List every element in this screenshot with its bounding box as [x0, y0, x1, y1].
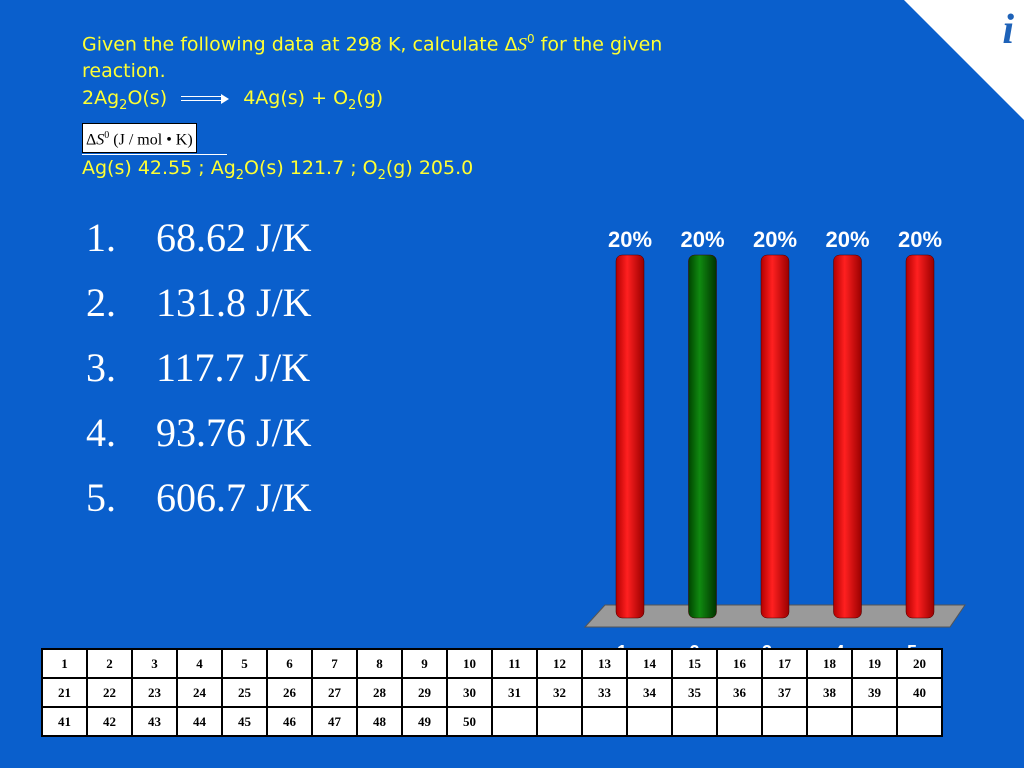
grid-cell: 3 — [131, 648, 178, 679]
grid-cell: 29 — [401, 677, 448, 708]
bar-label-4: 20% — [825, 227, 869, 252]
answer-option-1[interactable]: 1. 68.62 J/K — [86, 215, 312, 260]
grid-cell: 19 — [851, 648, 898, 679]
grid-cell: 28 — [356, 677, 403, 708]
grid-cell: 15 — [671, 648, 718, 679]
answer-option-3[interactable]: 3. 117.7 J/K — [86, 345, 311, 390]
grid-row: 1 2 3 4 5 6 7 8 9 10 11 12 13 14 15 16 17 18 19 20 — [41, 648, 943, 679]
grid-cell — [581, 706, 628, 737]
grid-cell: 31 — [491, 677, 538, 708]
grid-cell: 43 — [131, 706, 178, 737]
bar-label-3: 20% — [753, 227, 797, 252]
grid-cell: 47 — [311, 706, 358, 737]
grid-cell: 50 — [446, 706, 493, 737]
grid-cell: 25 — [221, 677, 268, 708]
reaction-equation: 2Ag2O(s) 4Ag(s) + O2(g) — [82, 87, 384, 114]
grid-row: 41 42 43 44 45 46 47 48 49 50 — [41, 706, 943, 737]
grid-cell: 23 — [131, 677, 178, 708]
grid-cell: 4 — [176, 648, 223, 679]
grid-cell — [491, 706, 538, 737]
grid-cell: 37 — [761, 677, 808, 708]
corner-triangle — [904, 0, 1024, 120]
units-label: ΔS0 (J / mol • K) — [82, 123, 197, 154]
bar-4 — [833, 254, 862, 619]
grid-cell: 2 — [86, 648, 133, 679]
grid-cell: 35 — [671, 677, 718, 708]
grid-cell: 21 — [41, 677, 88, 708]
grid-cell: 10 — [446, 648, 493, 679]
grid-cell: 6 — [266, 648, 313, 679]
grid-cell: 46 — [266, 706, 313, 737]
grid-cell: 27 — [311, 677, 358, 708]
answer-list: 1. 68.62 J/K 2. 131.8 J/K 3. 117.7 J/K 4. 93… — [86, 212, 312, 537]
grid-cell: 24 — [176, 677, 223, 708]
grid-cell: 9 — [401, 648, 448, 679]
bar-label-2: 20% — [680, 227, 724, 252]
bar-1 — [615, 254, 645, 619]
grid-cell — [626, 706, 673, 737]
grid-cell: 49 — [401, 706, 448, 737]
turning-point-logo-icon: i — [1002, 7, 1014, 53]
bar-5 — [905, 254, 935, 619]
question-line-2: reaction. — [82, 60, 166, 83]
grid-cell: 40 — [896, 677, 943, 708]
bar-label-1: 20% — [608, 227, 652, 252]
bar-2 — [688, 254, 717, 619]
grid-cell: 42 — [86, 706, 133, 737]
grid-cell: 22 — [86, 677, 133, 708]
grid-cell: 30 — [446, 677, 493, 708]
grid-cell: 45 — [221, 706, 268, 737]
answer-option-2[interactable]: 2. 131.8 J/K — [86, 280, 312, 325]
grid-cell: 48 — [356, 706, 403, 737]
grid-cell: 11 — [491, 648, 538, 679]
grid-cell: 26 — [266, 677, 313, 708]
grid-cell: 20 — [896, 648, 943, 679]
question-text: Given the following data at 298 K, calcu… — [82, 26, 802, 189]
response-grid: 1 2 3 4 5 6 7 8 9 10 11 12 13 14 15 16 17 18 19 20 21 22 23 24 2… — [41, 648, 943, 737]
answer-option-5[interactable]: 5. 606.7 J/K — [86, 475, 312, 520]
grid-cell: 33 — [581, 677, 628, 708]
question-line-1: Given the following data at 298 K, calcu… — [82, 32, 663, 56]
bar-label-5: 20% — [898, 227, 942, 252]
grid-cell: 41 — [41, 706, 88, 737]
answer-option-4[interactable]: 4. 93.76 J/K — [86, 410, 312, 455]
grid-cell: 1 — [41, 648, 88, 679]
grid-cell — [896, 706, 943, 737]
grid-cell — [671, 706, 718, 737]
grid-cell: 34 — [626, 677, 673, 708]
grid-cell: 8 — [356, 648, 403, 679]
grid-cell: 32 — [536, 677, 583, 708]
grid-cell: 7 — [311, 648, 358, 679]
response-bar-chart: 20%120%220%320%420%5 — [583, 227, 966, 662]
grid-cell: 36 — [716, 677, 763, 708]
grid-cell — [761, 706, 808, 737]
reaction-arrow-icon — [181, 93, 230, 104]
units-underline — [82, 154, 227, 156]
grid-row: 21 22 23 24 25 26 27 28 29 30 31 32 33 34 35 36 37 38 39 40 — [41, 677, 943, 708]
grid-cell: 13 — [581, 648, 628, 679]
grid-cell — [716, 706, 763, 737]
bar-3 — [760, 254, 790, 619]
grid-cell: 12 — [536, 648, 583, 679]
grid-cell: 17 — [761, 648, 808, 679]
grid-cell: 16 — [716, 648, 763, 679]
grid-cell: 39 — [851, 677, 898, 708]
entropy-data: Ag(s) 42.55 ; Ag2O(s) 121.7 ; O2(g) 205.… — [82, 157, 474, 184]
grid-cell: 38 — [806, 677, 853, 708]
grid-cell — [536, 706, 583, 737]
grid-cell: 44 — [176, 706, 223, 737]
grid-cell — [851, 706, 898, 737]
grid-cell: 14 — [626, 648, 673, 679]
grid-cell: 18 — [806, 648, 853, 679]
grid-cell — [806, 706, 853, 737]
grid-cell: 5 — [221, 648, 268, 679]
